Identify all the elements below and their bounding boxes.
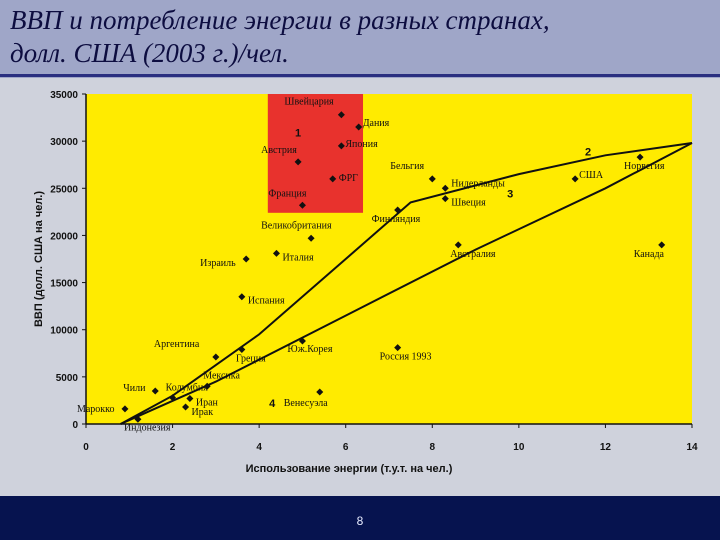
data-point bbox=[272, 249, 280, 257]
trend-curve-2 bbox=[120, 142, 693, 425]
point-label: Дания bbox=[363, 118, 390, 129]
y-tick-label: 35000 bbox=[50, 90, 78, 101]
x-tick-label: 2 bbox=[170, 442, 176, 453]
data-point bbox=[307, 234, 315, 242]
data-point bbox=[298, 337, 306, 345]
data-point bbox=[394, 206, 402, 214]
point-label: Канада bbox=[634, 249, 665, 260]
data-point bbox=[298, 201, 306, 209]
x-tick-label: 4 bbox=[256, 442, 262, 453]
x-tick-label: 0 bbox=[83, 442, 89, 453]
point-label: Франция bbox=[268, 188, 306, 199]
data-point bbox=[151, 387, 159, 395]
slide-title-line-1: ВВП и потребление энергии в разных стран… bbox=[10, 5, 550, 35]
point-label: Италия bbox=[282, 252, 314, 263]
data-point bbox=[454, 241, 462, 249]
point-label: Марокко bbox=[77, 404, 115, 415]
y-tick-label: 5000 bbox=[56, 373, 79, 384]
x-tick-label: 14 bbox=[686, 442, 698, 453]
data-point bbox=[329, 175, 337, 183]
y-tick-label: 15000 bbox=[50, 279, 78, 290]
y-tick-label: 25000 bbox=[50, 184, 78, 195]
point-label: Швеция bbox=[451, 198, 486, 209]
point-label: Мексика bbox=[203, 370, 240, 381]
data-point bbox=[316, 388, 324, 396]
point-label: Испания bbox=[248, 296, 285, 307]
point-label: Нидерланды bbox=[451, 178, 505, 189]
region-number-label: 2 bbox=[585, 146, 591, 158]
data-point bbox=[337, 142, 345, 150]
region-number-label: 4 bbox=[269, 398, 276, 410]
trend-curve-1 bbox=[120, 142, 693, 425]
data-point bbox=[394, 344, 402, 352]
x-tick-label: 8 bbox=[430, 442, 436, 453]
data-point bbox=[658, 241, 666, 249]
x-axis-title: Использование энергии (т.у.т. на чел.) bbox=[246, 463, 453, 475]
point-label: США bbox=[579, 170, 604, 181]
point-label: Венесуэла bbox=[284, 398, 329, 409]
data-point bbox=[441, 195, 449, 203]
x-tick-label: 12 bbox=[600, 442, 612, 453]
data-point bbox=[134, 415, 142, 423]
data-point bbox=[169, 394, 177, 402]
point-label: Индонезия bbox=[124, 422, 171, 433]
point-label: Иран bbox=[196, 398, 219, 409]
point-label: Япония bbox=[345, 139, 378, 150]
data-point bbox=[636, 153, 644, 161]
y-axis-title: ВВП (долл. США на чел.) bbox=[33, 191, 45, 327]
point-label: Австралия bbox=[450, 249, 496, 260]
title-divider bbox=[0, 74, 720, 77]
point-label: Великобритания bbox=[261, 220, 332, 231]
data-point bbox=[238, 293, 246, 301]
data-point bbox=[441, 184, 449, 192]
point-label: Израиль bbox=[200, 258, 236, 269]
data-point bbox=[571, 175, 579, 183]
point-label: Россия 1993 bbox=[380, 352, 432, 363]
point-label: Ирак bbox=[192, 407, 214, 418]
y-tick-label: 0 bbox=[72, 420, 78, 431]
data-point bbox=[337, 111, 345, 119]
data-point bbox=[294, 158, 302, 166]
point-label: Швейцария bbox=[284, 97, 334, 108]
y-tick-label: 10000 bbox=[50, 326, 78, 337]
data-point bbox=[242, 255, 250, 263]
data-point bbox=[212, 353, 220, 361]
point-label: Бельгия bbox=[390, 161, 424, 172]
region-number-label: 1 bbox=[295, 127, 301, 139]
data-point bbox=[355, 123, 363, 131]
y-tick-label: 20000 bbox=[50, 231, 78, 242]
data-point bbox=[121, 405, 129, 413]
footer-bar bbox=[0, 496, 720, 540]
point-label: Норвегия bbox=[624, 161, 665, 172]
data-point bbox=[186, 395, 194, 403]
x-tick-label: 10 bbox=[513, 442, 525, 453]
point-label: Греция bbox=[236, 354, 266, 365]
data-point bbox=[238, 346, 246, 354]
chart-svg: 0 2 4 6 8 10 12 1405000100001500020000250003000… bbox=[33, 90, 698, 475]
slide-title: ВВП и потребление энергии в разных стран… bbox=[10, 4, 710, 70]
highlight-region-box bbox=[267, 94, 364, 213]
y-tick-label: 30000 bbox=[50, 137, 78, 148]
x-tick-label: 6 bbox=[343, 442, 349, 453]
point-label: Австрия bbox=[261, 145, 297, 156]
point-label: Финляндия bbox=[372, 214, 421, 225]
region-number-label: 3 bbox=[507, 189, 513, 201]
point-label: ФРГ bbox=[339, 173, 358, 184]
point-label: Чили bbox=[123, 383, 146, 394]
page-number: 8 bbox=[356, 514, 364, 528]
point-label: Юж.Корея bbox=[287, 344, 332, 355]
slide-title-line-2: долл. США (2003 г.)/чел. bbox=[10, 38, 289, 68]
point-label: Колумбия bbox=[166, 383, 209, 394]
plot-area bbox=[86, 94, 692, 424]
data-point bbox=[203, 382, 211, 390]
point-label: Аргентина bbox=[154, 339, 200, 350]
data-point bbox=[182, 403, 190, 411]
data-point bbox=[428, 175, 436, 183]
